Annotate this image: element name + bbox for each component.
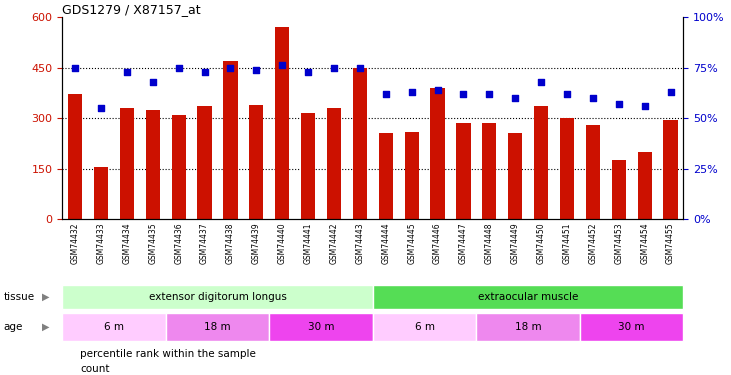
Point	[328, 64, 340, 70]
Text: GSM74434: GSM74434	[122, 223, 132, 264]
Point	[380, 91, 392, 97]
Point	[587, 95, 599, 101]
Text: count: count	[80, 364, 110, 374]
Bar	[249, 105, 263, 219]
Text: GSM74445: GSM74445	[407, 223, 416, 264]
Point	[69, 64, 81, 70]
Text: GSM74450: GSM74450	[537, 223, 545, 264]
Bar	[508, 134, 523, 219]
Text: 18 m: 18 m	[515, 322, 542, 332]
Bar	[353, 68, 367, 219]
Point	[406, 89, 417, 95]
Bar	[145, 110, 160, 219]
Text: GSM74440: GSM74440	[278, 223, 287, 264]
Text: 18 m: 18 m	[204, 322, 231, 332]
Text: percentile rank within the sample: percentile rank within the sample	[80, 349, 257, 359]
Point	[121, 69, 133, 75]
Bar	[456, 123, 471, 219]
Point	[483, 91, 495, 97]
Text: GDS1279 / X87157_at: GDS1279 / X87157_at	[62, 3, 201, 16]
Bar	[580, 313, 683, 341]
Text: GSM74455: GSM74455	[666, 223, 675, 264]
Bar	[477, 313, 580, 341]
Text: GSM74451: GSM74451	[562, 223, 572, 264]
Bar	[275, 27, 289, 219]
Point	[173, 64, 184, 70]
Bar	[560, 118, 574, 219]
Text: 30 m: 30 m	[308, 322, 334, 332]
Text: 30 m: 30 m	[618, 322, 645, 332]
Bar	[62, 313, 166, 341]
Point	[95, 105, 107, 111]
Bar	[120, 108, 134, 219]
Text: GSM74438: GSM74438	[226, 223, 235, 264]
Bar	[94, 167, 108, 219]
Bar	[62, 285, 373, 309]
Text: 6 m: 6 m	[414, 322, 435, 332]
Bar	[373, 313, 477, 341]
Bar	[586, 125, 600, 219]
Text: tissue: tissue	[4, 292, 35, 302]
Text: GSM74452: GSM74452	[588, 223, 597, 264]
Point	[639, 103, 651, 109]
Text: GSM74437: GSM74437	[200, 223, 209, 264]
Bar	[404, 132, 419, 219]
Text: GSM74449: GSM74449	[511, 223, 520, 264]
Text: GSM74443: GSM74443	[355, 223, 364, 264]
Text: GSM74446: GSM74446	[433, 223, 442, 264]
Text: extensor digitorum longus: extensor digitorum longus	[148, 292, 287, 302]
Text: age: age	[4, 322, 23, 332]
Bar	[197, 106, 212, 219]
Point	[251, 66, 262, 72]
Text: ▶: ▶	[42, 292, 50, 302]
Bar	[68, 94, 82, 219]
Bar	[612, 160, 626, 219]
Point	[276, 63, 288, 69]
Bar	[431, 88, 444, 219]
Bar	[664, 120, 678, 219]
Bar	[534, 106, 548, 219]
Text: GSM74444: GSM74444	[382, 223, 390, 264]
Text: extraocular muscle: extraocular muscle	[478, 292, 578, 302]
Point	[561, 91, 573, 97]
Text: GSM74439: GSM74439	[251, 223, 261, 264]
Point	[432, 87, 444, 93]
Bar	[373, 285, 683, 309]
Bar	[482, 123, 496, 219]
Point	[199, 69, 211, 75]
Bar	[172, 115, 186, 219]
Point	[302, 69, 314, 75]
Bar	[637, 152, 652, 219]
Bar	[379, 134, 393, 219]
Point	[458, 91, 469, 97]
Bar	[301, 113, 315, 219]
Text: GSM74436: GSM74436	[174, 223, 183, 264]
Text: GSM74433: GSM74433	[96, 223, 105, 264]
Text: ▶: ▶	[42, 322, 50, 332]
Bar	[223, 61, 238, 219]
Text: GSM74432: GSM74432	[71, 223, 80, 264]
Bar	[327, 108, 341, 219]
Point	[613, 101, 624, 107]
Text: GSM74435: GSM74435	[148, 223, 157, 264]
Text: GSM74448: GSM74448	[485, 223, 494, 264]
Point	[510, 95, 521, 101]
Point	[354, 64, 366, 70]
Text: GSM74447: GSM74447	[459, 223, 468, 264]
Point	[664, 89, 676, 95]
Text: GSM74453: GSM74453	[614, 223, 624, 264]
Text: GSM74454: GSM74454	[640, 223, 649, 264]
Point	[535, 79, 547, 85]
Bar	[269, 313, 373, 341]
Text: GSM74442: GSM74442	[330, 223, 338, 264]
Text: 6 m: 6 m	[104, 322, 124, 332]
Text: GSM74441: GSM74441	[303, 223, 313, 264]
Point	[224, 64, 236, 70]
Point	[147, 79, 159, 85]
Bar	[166, 313, 269, 341]
